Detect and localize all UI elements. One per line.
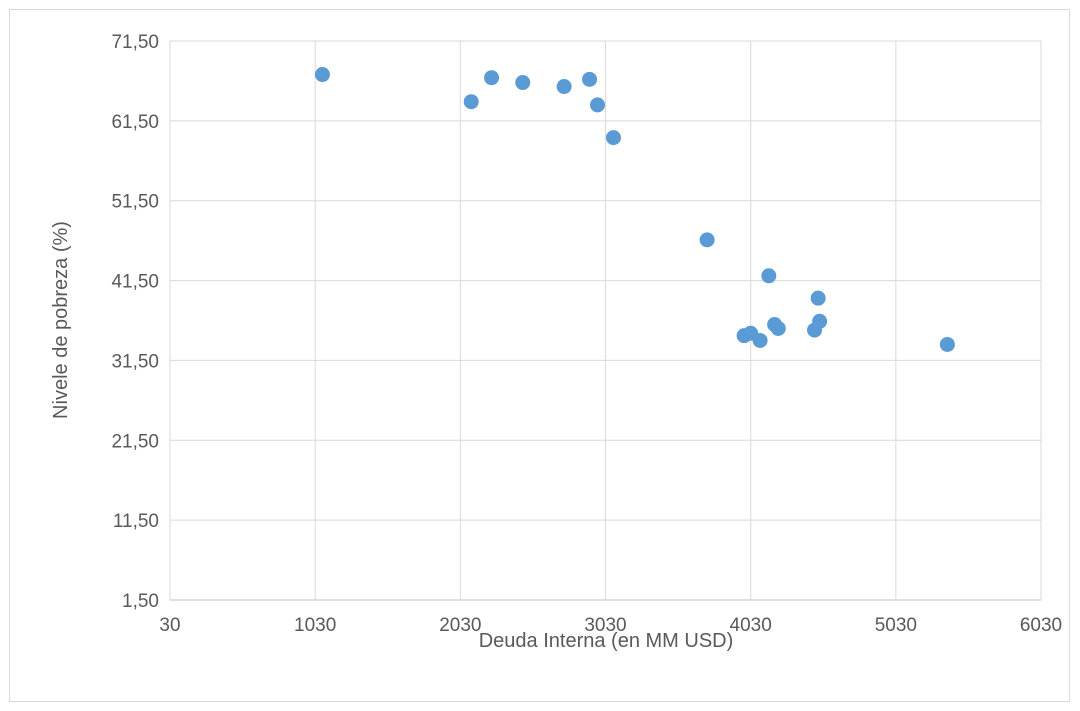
y-tick-label: 21,50	[111, 431, 159, 452]
x-tick-label: 5030	[875, 615, 917, 636]
x-tick-label: 2030	[439, 615, 481, 636]
x-tick-label: 3030	[584, 615, 626, 636]
x-tick-label: 6030	[1020, 615, 1062, 636]
data-point	[605, 130, 621, 146]
data-point	[582, 71, 598, 87]
data-point	[752, 332, 768, 348]
data-point	[314, 67, 330, 83]
data-point	[484, 70, 500, 86]
data-point	[463, 94, 479, 110]
data-point	[939, 336, 955, 352]
tick-labels: 1,50 11,50 21,50 31,50 41,50 51,50 61,50 71,50 3…	[111, 32, 1062, 636]
data-point	[699, 232, 715, 248]
data-point	[810, 290, 826, 306]
y-tick-label: 11,50	[113, 511, 159, 532]
gridlines	[169, 40, 1042, 601]
data-points	[314, 67, 955, 352]
x-axis-title: Deuda Interna (en MM USD)	[479, 630, 734, 652]
y-tick-label: 51,50	[111, 192, 159, 213]
data-point	[515, 75, 531, 91]
x-tick-label: 1030	[294, 615, 336, 636]
data-point	[761, 268, 777, 284]
x-tick-label: 4030	[730, 615, 772, 636]
y-tick-label: 61,50	[111, 112, 159, 133]
chart-area	[9, 9, 1070, 702]
y-tick-label: 71,50	[111, 32, 159, 53]
data-point	[770, 320, 786, 336]
y-tick-label: 31,50	[111, 351, 159, 372]
y-axis-title: Nivele de pobreza (%)	[50, 221, 72, 419]
data-point	[812, 313, 828, 329]
y-tick-label: 1,50	[122, 591, 159, 612]
data-point	[556, 79, 572, 95]
data-point	[590, 97, 606, 113]
x-tick-label: 30	[159, 615, 180, 636]
y-tick-label: 41,50	[111, 272, 159, 293]
